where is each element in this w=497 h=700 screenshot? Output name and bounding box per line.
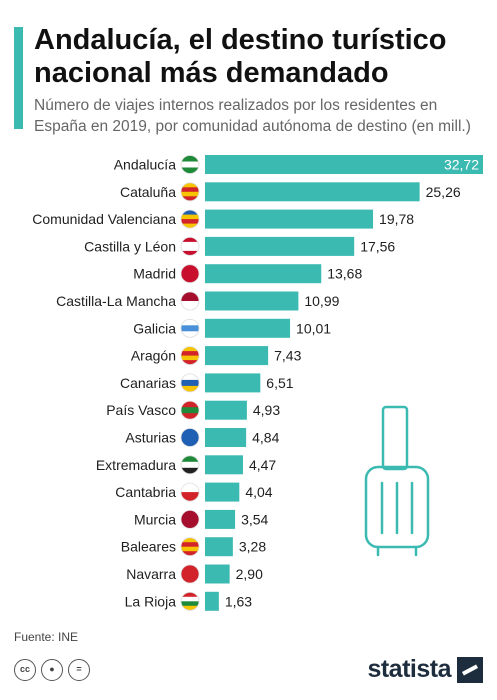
cataluna-flag-icon xyxy=(180,182,200,202)
category-label: Castilla-La Mancha xyxy=(56,293,176,309)
category-label: Murcia xyxy=(134,511,176,527)
category-label: Aragón xyxy=(131,348,176,364)
la-rioja-flag-icon xyxy=(180,591,200,611)
bar xyxy=(205,182,420,202)
bar xyxy=(205,564,230,584)
value-label: 6,51 xyxy=(266,375,293,391)
by-icon[interactable]: ● xyxy=(41,659,63,681)
bar xyxy=(205,482,240,502)
value-label: 4,47 xyxy=(249,457,276,473)
asturias-flag-icon xyxy=(180,428,200,447)
bar xyxy=(205,373,261,393)
value-label: 19,78 xyxy=(379,211,414,227)
title-accent-bar xyxy=(14,27,23,129)
category-label: País Vasco xyxy=(106,402,176,418)
chart-title: Andalucía, el destino turístico nacional… xyxy=(34,24,447,89)
value-label: 2,90 xyxy=(236,566,263,582)
baleares-flag-icon xyxy=(180,537,200,557)
category-label: Canarias xyxy=(120,375,176,391)
bar xyxy=(205,318,291,338)
cc-icon[interactable]: cc xyxy=(14,659,36,681)
pais-vasco-flag-icon xyxy=(180,400,200,420)
value-label: 17,56 xyxy=(360,238,395,254)
category-label: Comunidad Valenciana xyxy=(32,211,176,227)
value-label: 7,43 xyxy=(274,348,301,364)
bar xyxy=(205,428,247,447)
nd-icon[interactable]: = xyxy=(68,659,90,681)
chart-subtitle: Número de viajes internos realizados por… xyxy=(34,97,471,135)
license-icons[interactable]: cc ● = xyxy=(14,659,90,681)
category-label: Andalucía xyxy=(114,157,176,173)
castilla-leon-flag-icon xyxy=(180,236,200,256)
value-label: 4,84 xyxy=(252,430,279,446)
category-label: Galicia xyxy=(133,320,176,336)
extremadura-flag-icon xyxy=(180,455,200,475)
bar xyxy=(205,291,299,311)
valencia-flag-icon xyxy=(180,209,200,229)
murcia-flag-icon xyxy=(180,510,200,529)
statista-logo[interactable]: statista xyxy=(367,655,483,684)
bar xyxy=(205,400,247,420)
statista-logo-text: statista xyxy=(367,655,451,683)
bar xyxy=(205,346,269,366)
aragon-flag-icon xyxy=(180,346,200,366)
value-label: 1,63 xyxy=(225,593,252,609)
value-label: 13,68 xyxy=(327,266,362,282)
category-label: Asturias xyxy=(125,430,176,446)
statista-logo-icon xyxy=(457,656,483,683)
suitcase-icon xyxy=(364,405,430,557)
category-label: Extremadura xyxy=(96,457,176,473)
bar xyxy=(205,455,243,475)
castilla-la-mancha-flag-icon xyxy=(180,291,200,311)
bar xyxy=(205,236,355,256)
value-label: 3,28 xyxy=(239,539,266,555)
madrid-flag-icon xyxy=(180,264,200,284)
value-label: 4,93 xyxy=(253,402,280,418)
cantabria-flag-icon xyxy=(180,482,200,502)
category-label: Cantabria xyxy=(115,484,176,500)
bar xyxy=(205,264,322,284)
value-label: 4,04 xyxy=(245,484,272,500)
source-note: Fuente: INE xyxy=(14,630,79,644)
navarra-flag-icon xyxy=(180,564,200,584)
category-label: Baleares xyxy=(121,539,176,555)
bar xyxy=(205,209,374,229)
value-label: 32,72 xyxy=(444,157,479,173)
category-label: Madrid xyxy=(133,266,176,282)
andalucia-flag-icon xyxy=(180,155,200,174)
value-label: 3,54 xyxy=(241,511,268,527)
galicia-flag-icon xyxy=(180,318,200,338)
bar xyxy=(205,509,236,529)
category-label: La Rioja xyxy=(125,593,177,609)
value-label: 10,99 xyxy=(304,293,339,309)
bar xyxy=(205,537,233,557)
bar-chart: Andalucía 32,72 Cataluña 25,26 Comunidad Val… xyxy=(32,155,483,611)
category-label: Cataluña xyxy=(120,184,176,200)
canarias-flag-icon xyxy=(180,373,200,393)
bar xyxy=(205,155,483,174)
category-label: Castilla y Léon xyxy=(84,238,176,254)
value-label: 10,01 xyxy=(296,320,331,336)
category-label: Navarra xyxy=(126,566,176,582)
bar xyxy=(205,591,219,611)
value-label: 25,26 xyxy=(426,184,461,200)
